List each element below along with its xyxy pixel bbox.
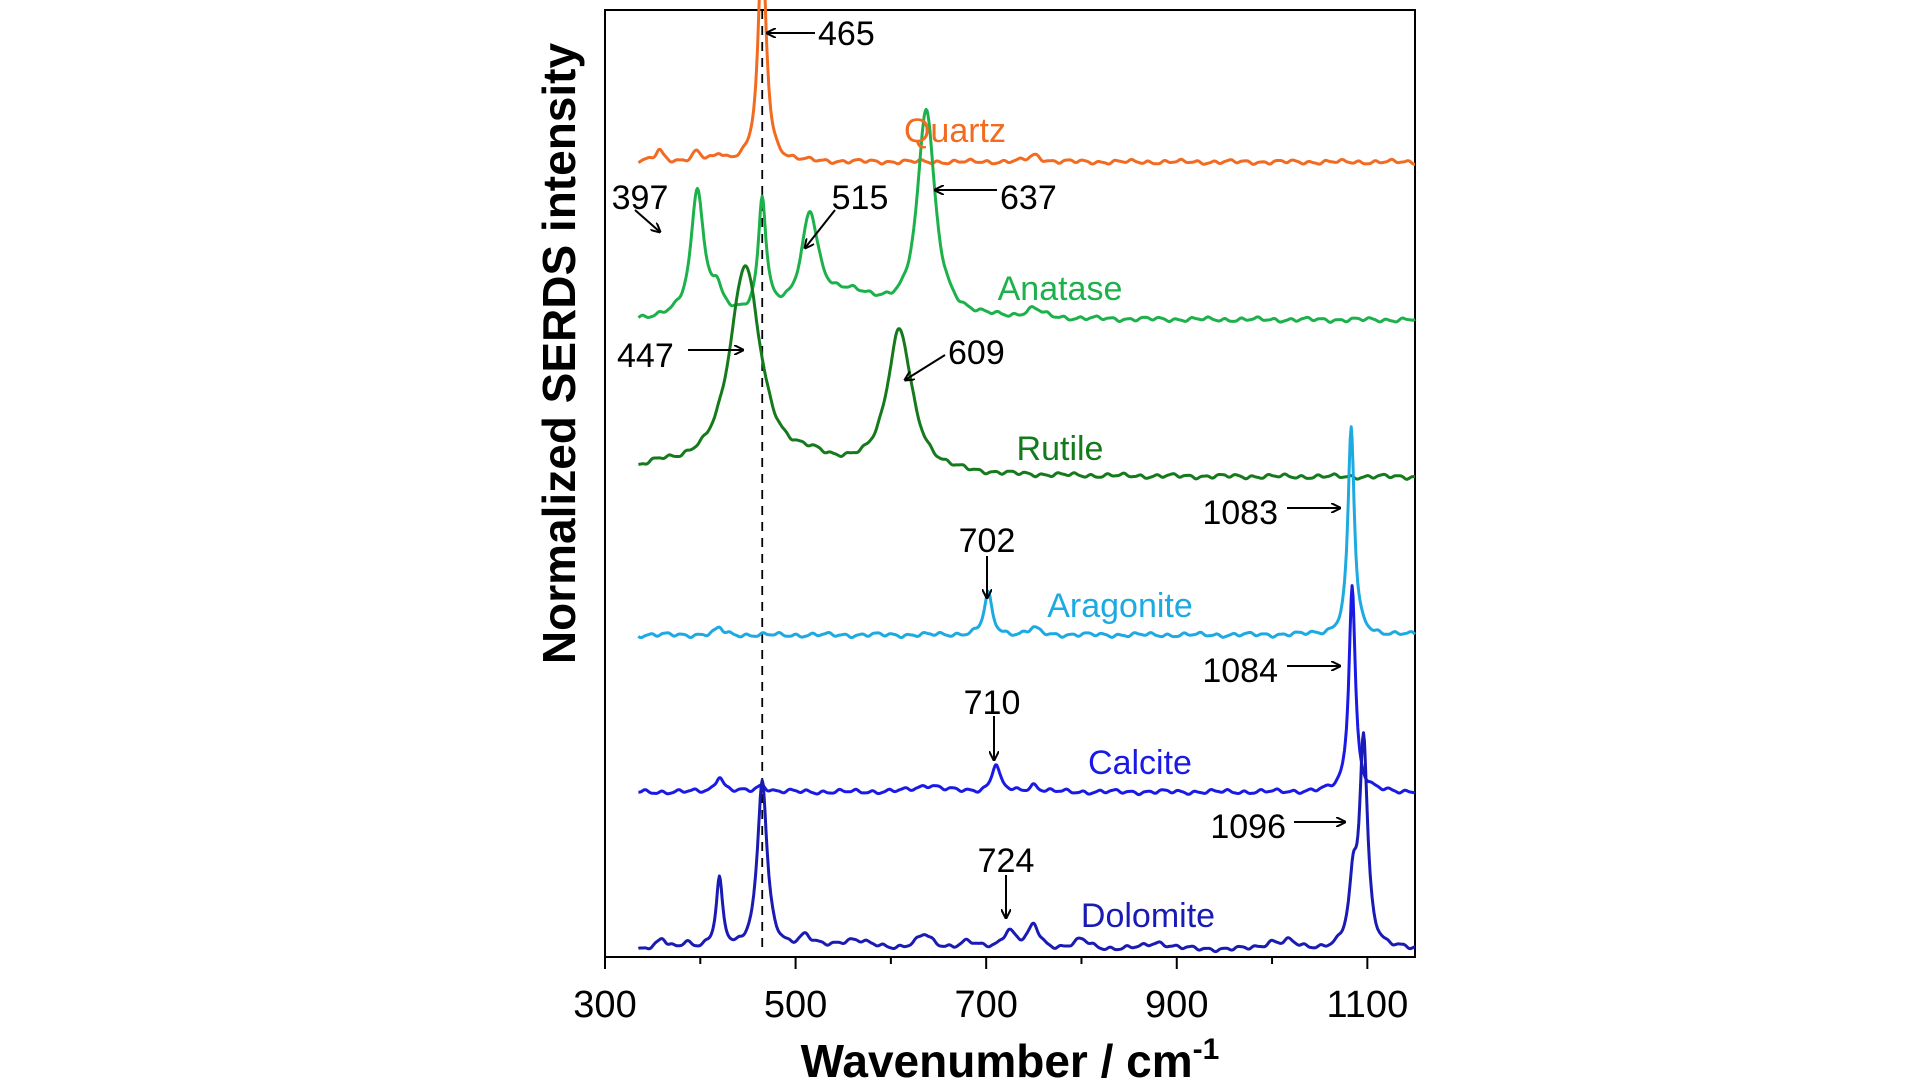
series-line-rutile — [637, 264, 1416, 481]
series-line-aragonite — [637, 425, 1417, 640]
peak-label-724: 724 — [978, 842, 1035, 880]
x-tick-label-900: 900 — [1145, 984, 1208, 1026]
peak-label-447: 447 — [617, 337, 674, 375]
x-tick-label-1100: 1100 — [1326, 984, 1408, 1026]
series-line-anatase — [637, 107, 1416, 324]
peak-label-710: 710 — [964, 684, 1021, 722]
peak-label-637: 637 — [1000, 179, 1057, 217]
peak-arrow-515 — [805, 209, 836, 248]
peak-label-609: 609 — [948, 334, 1005, 372]
peak-arrow-397 — [634, 209, 660, 232]
peak-label-465: 465 — [818, 15, 875, 53]
y-axis-title: Normalized SERDS intensity — [533, 43, 585, 665]
series-line-dolomite — [637, 731, 1416, 954]
series-label-anatase: Anatase — [998, 270, 1123, 308]
series-label-calcite: Calcite — [1088, 744, 1192, 782]
series-label-dolomite: Dolomite — [1081, 897, 1215, 935]
series-line-calcite — [637, 584, 1416, 797]
x-axis-title: Wavenumber / cm-1 — [801, 1033, 1220, 1080]
x-tick-label-700: 700 — [954, 984, 1017, 1026]
series-label-quartz: Quartz — [904, 112, 1006, 150]
x-tick-label-300: 300 — [573, 984, 636, 1026]
series-line-quartz — [637, 0, 1416, 166]
peak-label-515: 515 — [832, 179, 889, 217]
series-label-rutile: Rutile — [1017, 430, 1104, 468]
peak-label-1096: 1096 — [1210, 808, 1286, 846]
peak-label-1084: 1084 — [1202, 652, 1278, 690]
peak-arrow-609 — [905, 354, 946, 380]
peak-label-702: 702 — [959, 522, 1016, 560]
peak-label-397: 397 — [612, 179, 669, 217]
x-tick-label-500: 500 — [764, 984, 827, 1026]
peak-label-1083: 1083 — [1202, 494, 1278, 532]
plot-frame — [604, 9, 1416, 958]
series-label-aragonite: Aragonite — [1047, 587, 1193, 625]
